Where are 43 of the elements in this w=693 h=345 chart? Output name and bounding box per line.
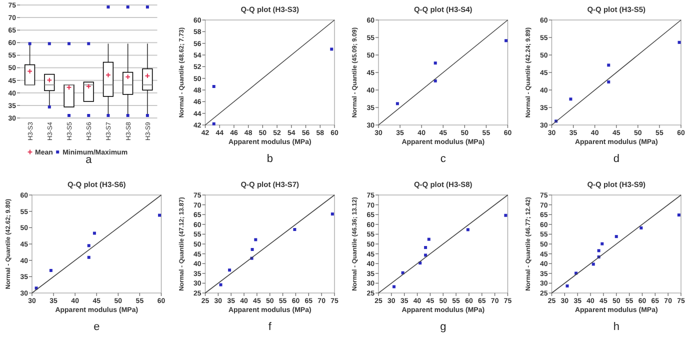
- point: [424, 254, 428, 257]
- point: [330, 48, 334, 51]
- point: [592, 262, 595, 266]
- point: [677, 213, 680, 216]
- point: [607, 64, 610, 67]
- point: [212, 122, 216, 126]
- point: [614, 235, 618, 238]
- text: a: [86, 154, 93, 166]
- text: h: [613, 321, 620, 333]
- point: [87, 244, 90, 248]
- point: [600, 242, 604, 246]
- point: [49, 268, 52, 272]
- point: [87, 256, 90, 259]
- point: [504, 39, 508, 42]
- point: [434, 79, 437, 82]
- point: [424, 246, 428, 250]
- point: [392, 285, 396, 288]
- point: [434, 62, 437, 65]
- text: b: [266, 153, 273, 165]
- point: [607, 80, 610, 84]
- point: [158, 214, 162, 217]
- text: d: [613, 153, 620, 165]
- point: [254, 238, 258, 242]
- point: [228, 268, 232, 272]
- text: c: [440, 153, 446, 165]
- point: [569, 98, 572, 101]
- point: [219, 283, 222, 286]
- point: [396, 102, 399, 106]
- point: [597, 249, 600, 252]
- point: [427, 238, 430, 241]
- point: [212, 85, 216, 88]
- text: g: [440, 321, 446, 333]
- text: f: [268, 321, 272, 333]
- point: [640, 226, 643, 230]
- point: [330, 212, 334, 216]
- point: [92, 232, 96, 235]
- point: [566, 284, 569, 288]
- text: e: [94, 321, 100, 333]
- point: [678, 40, 681, 44]
- point: [466, 228, 470, 232]
- point: [250, 248, 254, 251]
- point: [504, 214, 508, 217]
- point: [293, 228, 296, 231]
